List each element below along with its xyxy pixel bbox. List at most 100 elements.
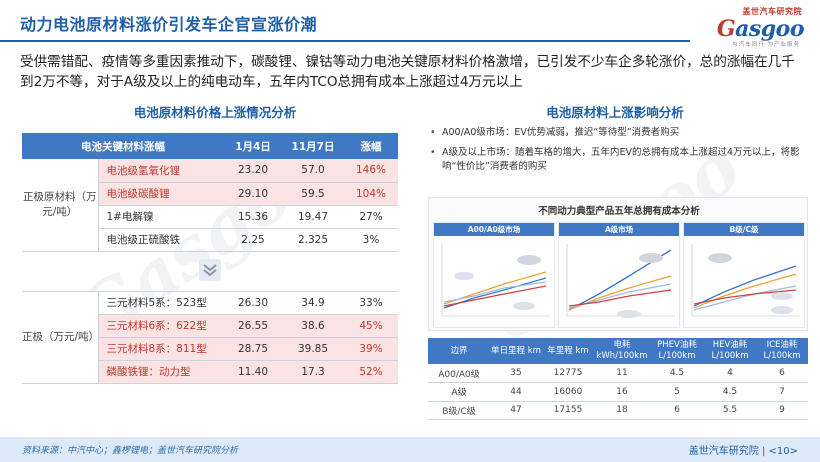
figure-title: 不同动力典型产品五年总拥有成本分析 <box>538 206 700 217</box>
material-name: 电池级碳酸锂 <box>98 182 224 206</box>
panel-a: A级市场 <box>558 222 680 328</box>
value-pct: 45% <box>344 314 398 338</box>
header-cell: 年里程 km <box>542 338 594 364</box>
table-cell: 16060 <box>542 382 594 402</box>
panel-bc: B级/C级 <box>683 222 805 328</box>
value-jan: 26.55 <box>224 314 282 338</box>
intro-paragraph: 受供需错配、疫情等多重因素推动下，碳酸锂、镍钴等动力电池关键原材料价格激增，已引… <box>20 54 795 90</box>
table-row: 正极（万元/吨） 三元材料5系：523型 26.30 34.9 33% <box>22 291 398 384</box>
value-pct: 146% <box>344 159 398 183</box>
header-date2: 11月7日 <box>282 133 344 159</box>
table-cell: 5 <box>650 382 704 402</box>
table-row: 1#电解镍 15.36 19.47 27% <box>22 205 398 229</box>
table-header-row: 边界 单日里程 km 年里程 km 电耗 kWh/100km PHEV油耗 L/… <box>428 338 808 364</box>
header-cell: 单日里程 km <box>490 338 542 364</box>
table-cell: 9 <box>756 401 808 420</box>
logo-wordmark: Gasgoo <box>716 16 805 42</box>
value-jan: 23.20 <box>224 159 282 183</box>
value-jan: 26.30 <box>224 291 282 315</box>
value-nov: 39.85 <box>282 337 344 361</box>
table-cell: 18 <box>594 401 650 420</box>
table-cell: 35 <box>490 364 542 383</box>
table-row: A级 44 16060 16 5 4.5 7 <box>428 382 808 402</box>
header-cell: 电耗 kWh/100km <box>594 338 650 364</box>
group-label: 正极（万元/吨） <box>22 291 99 384</box>
value-jan: 15.36 <box>224 205 282 229</box>
tco-figure: 不同动力典型产品五年总拥有成本分析 A00/A0级市场 A级市场 <box>428 197 808 331</box>
panel-header: A00/A0级市场 <box>434 223 554 236</box>
panel-header: A级市场 <box>559 223 679 236</box>
header-material: 电池关键材料涨幅 <box>22 133 224 159</box>
logo-tagline: 盖世汽车研究院 <box>742 7 802 16</box>
source-note: 资料来源：中汽中心；鑫椤锂电；盖世汽车研究院分析 <box>22 446 239 456</box>
table-cell: 16 <box>594 382 650 402</box>
gasgoo-logo: 盖世汽车研究院 Gasgoo 与汽车同行 为产业服务 <box>694 6 805 48</box>
value-jan: 28.75 <box>224 337 282 361</box>
value-pct: 33% <box>344 291 398 315</box>
table-row: 电池级碳酸锂 29.10 59.5 104% <box>22 182 398 206</box>
line-chart-image <box>441 244 550 317</box>
footer-bar: 资料来源：中汽中心；鑫椤锂电；盖世汽车研究院分析 盖世汽车研究院 | <10> <box>0 437 820 462</box>
table-cell: 4.5 <box>650 364 704 383</box>
table-cell: 5.5 <box>704 401 756 420</box>
material-name: 电池级正硫酸铁 <box>98 228 224 252</box>
value-nov: 38.6 <box>282 314 344 338</box>
group-label: 正极原材料（万元/吨） <box>22 159 99 252</box>
table-row: 正极原材料（万元/吨） 电池级氢氧化锂 23.20 57.0 146% <box>22 159 398 252</box>
table-cell: 17155 <box>542 401 594 420</box>
table-row: A00/A0级 35 12775 11 4.5 4 6 <box>428 364 808 383</box>
material-name: 1#电解镍 <box>98 205 224 229</box>
table-cell: A级 <box>428 382 490 402</box>
left-section-title: 电池原材料价格上涨情况分析 <box>133 105 297 120</box>
header-pct: 涨幅 <box>344 133 398 159</box>
bullet-item: A00/A0级市场：EV优势减弱，推迟“等待型”消费者购买 <box>430 126 810 140</box>
value-jan: 29.10 <box>224 182 282 206</box>
header-date1: 1月4日 <box>224 133 282 159</box>
value-jan: 2.25 <box>224 228 282 252</box>
table-cell: 4.5 <box>704 382 756 402</box>
table-cell: 4 <box>704 364 756 383</box>
table-row: B级/C级 47 17155 18 6 5.5 9 <box>428 401 808 420</box>
material-name: 三元材料6系：622型 <box>98 314 224 338</box>
table-header-row: 电池关键材料涨幅 1月4日 11月7日 涨幅 <box>22 133 398 159</box>
line-chart-image <box>566 244 675 318</box>
table-row: 三元材料8系：811型 28.75 39.85 39% <box>22 337 398 361</box>
material-name: 磷酸铁锂：动力型 <box>98 360 224 384</box>
header-cell: 边界 <box>428 338 490 364</box>
bullet-item: A级及以上市场：随着车格的增大，五年内EV的总拥有成本上涨超过4万元以上，将影响… <box>430 146 810 174</box>
header-cell: PHEV油耗 L/100km <box>650 338 704 364</box>
value-nov: 2.325 <box>282 228 344 252</box>
boundary-table: 边界 单日里程 km 年里程 km 电耗 kWh/100km PHEV油耗 L/… <box>428 338 808 420</box>
separator-row <box>22 251 398 292</box>
material-name: 电池级氢氧化锂 <box>98 159 224 183</box>
table-cell: B级/C级 <box>428 401 490 420</box>
material-name: 三元材料5系：523型 <box>98 291 224 315</box>
value-nov: 57.0 <box>282 159 344 183</box>
value-nov: 19.47 <box>282 205 344 229</box>
panel-header: B级/C级 <box>684 223 804 236</box>
right-section-title: 电池原材料上涨影响分析 <box>546 105 684 120</box>
value-pct: 104% <box>344 182 398 206</box>
panel-a00: A00/A0级市场 <box>433 222 555 328</box>
table-cell: 7 <box>756 382 808 402</box>
table-cell: A00/A0级 <box>428 364 490 383</box>
value-pct: 27% <box>344 205 398 229</box>
table-cell: 6 <box>756 364 808 383</box>
value-pct: 39% <box>344 337 398 361</box>
table-row: 电池级正硫酸铁 2.25 2.325 3% <box>22 228 398 252</box>
logo-subtitle: 与汽车同行 为产业服务 <box>732 42 800 48</box>
table-row: 三元材料6系：622型 26.55 38.6 45% <box>22 314 398 338</box>
impact-bullets: A00/A0级市场：EV优势减弱，推迟“等待型”消费者购买 A级及以上市场：随着… <box>430 126 810 180</box>
page-title: 动力电池原材料涨价引发车企官宣涨价潮 <box>20 15 318 34</box>
table-row: 磷酸铁锂：动力型 11.40 17.3 52% <box>22 360 398 384</box>
material-price-table: 电池关键材料涨幅 1月4日 11月7日 涨幅 正极原材料（万元/吨） 电池级氢氧… <box>22 133 398 384</box>
value-nov: 34.9 <box>282 291 344 315</box>
value-nov: 59.5 <box>282 182 344 206</box>
page-number: 盖世汽车研究院 | <10> <box>688 446 798 457</box>
value-nov: 17.3 <box>282 360 344 384</box>
value-pct: 3% <box>344 228 398 252</box>
material-name: 三元材料8系：811型 <box>98 337 224 361</box>
value-pct: 52% <box>344 360 398 384</box>
table-cell: 6 <box>650 401 704 420</box>
table-cell: 12775 <box>542 364 594 383</box>
